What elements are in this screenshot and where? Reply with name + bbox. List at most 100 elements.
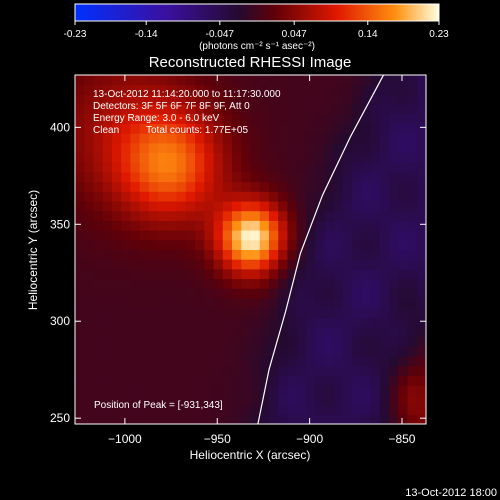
heatmap-cell xyxy=(361,375,372,386)
heatmap-cell xyxy=(148,317,159,328)
heatmap-cell xyxy=(398,404,409,415)
heatmap-cell xyxy=(93,162,104,173)
heatmap-cell xyxy=(259,249,270,260)
heatmap-cell xyxy=(222,181,233,192)
heatmap-cell xyxy=(389,404,399,415)
heatmap-cell xyxy=(139,171,150,183)
heatmap-cell xyxy=(102,84,113,95)
heatmap-cell xyxy=(176,375,187,386)
heatmap-cell xyxy=(158,317,168,328)
heatmap-cell xyxy=(241,404,251,415)
heatmap-cell xyxy=(296,259,307,270)
heatmap-cell xyxy=(158,75,168,86)
heatmap-cell xyxy=(121,394,131,406)
heatmap-cell xyxy=(111,162,122,173)
heatmap-cell xyxy=(333,133,344,144)
heatmap-cell xyxy=(148,404,159,415)
heatmap-cell xyxy=(130,346,141,357)
heatmap-cell xyxy=(379,239,390,250)
heatmap-cell xyxy=(259,404,270,415)
heatmap-cell xyxy=(241,181,251,192)
heatmap-cell xyxy=(102,191,113,202)
heatmap-cell xyxy=(352,84,362,95)
heatmap-cell xyxy=(93,404,104,415)
heatmap-cell xyxy=(130,278,141,289)
heatmap-cell xyxy=(148,162,159,173)
heatmap-cell xyxy=(268,278,279,289)
heatmap-cell xyxy=(222,404,233,415)
heatmap-cell xyxy=(407,375,418,386)
heatmap-cell xyxy=(305,288,316,299)
heatmap-cell xyxy=(102,307,113,318)
heatmap-cell xyxy=(213,162,224,173)
heatmap-cell xyxy=(139,75,150,86)
heatmap-cell xyxy=(139,278,150,289)
heatmap-cell xyxy=(222,249,233,260)
heatmap-cell xyxy=(315,249,325,260)
heatmap-cell xyxy=(195,239,205,250)
heatmap-cell xyxy=(130,230,141,241)
heatmap-cell xyxy=(315,375,325,386)
heatmap-cell xyxy=(241,375,251,386)
heatmap-cell xyxy=(102,230,113,241)
heatmap-cell xyxy=(139,104,150,115)
heatmap-cell xyxy=(315,94,325,105)
heatmap-cell xyxy=(259,394,270,406)
heatmap-cell xyxy=(305,268,316,280)
heatmap-cell xyxy=(111,278,122,289)
heatmap-cell xyxy=(361,133,372,144)
heatmap-cell xyxy=(370,162,381,173)
heatmap-cell xyxy=(361,336,372,347)
heatmap-cell xyxy=(84,356,94,367)
colorbar-tick-label: -0.14 xyxy=(135,29,158,40)
heatmap-cell xyxy=(111,317,122,328)
heatmap-cell xyxy=(407,210,418,221)
heatmap-cell xyxy=(352,356,362,367)
x-axis-label: Heliocentric X (arcsec) xyxy=(190,448,311,462)
heatmap-cell xyxy=(398,104,409,115)
heatmap-cell xyxy=(75,249,85,260)
heatmap-cell xyxy=(84,365,94,377)
heatmap-cell xyxy=(232,162,242,173)
heatmap-cell xyxy=(102,113,113,124)
heatmap-cell xyxy=(287,201,298,212)
colorbar-tick-label: 0.14 xyxy=(358,29,378,40)
heatmap-cell xyxy=(259,230,270,241)
heatmap-cell xyxy=(287,385,298,396)
heatmap-cell xyxy=(416,239,426,250)
heatmap-cell xyxy=(352,307,362,318)
heatmap-cell xyxy=(407,142,418,154)
heatmap-cell xyxy=(222,210,233,221)
heatmap-cell xyxy=(333,239,344,250)
heatmap-cell xyxy=(75,142,85,154)
heatmap-cell xyxy=(232,104,242,115)
heatmap-cell xyxy=(121,220,131,231)
plot-frame xyxy=(74,74,427,425)
heatmap-cell xyxy=(139,346,150,357)
heatmap-cell xyxy=(204,220,215,231)
heatmap-cell xyxy=(102,201,113,212)
heatmap-cell xyxy=(296,385,307,396)
heatmap-cell xyxy=(102,375,113,386)
heatmap-cell xyxy=(93,123,104,134)
heatmap-cell xyxy=(361,239,372,250)
heatmap-cell xyxy=(213,181,224,192)
heatmap-cell xyxy=(342,123,353,134)
heatmap-cell xyxy=(75,239,85,250)
heatmap-cell xyxy=(121,133,131,144)
heatmap-cell xyxy=(287,162,298,173)
heatmap-cell xyxy=(268,75,279,86)
heatmap-cell xyxy=(167,394,178,406)
heatmap-cell xyxy=(176,414,187,424)
heatmap-cell xyxy=(278,152,288,163)
heatmap-cell xyxy=(130,268,141,280)
heatmap-cell xyxy=(121,268,131,280)
heatmap-cell xyxy=(333,220,344,231)
heatmap-cell xyxy=(259,201,270,212)
heatmap-cell xyxy=(315,75,325,86)
heatmap-cell xyxy=(315,239,325,250)
heatmap-cell xyxy=(75,113,85,124)
heatmap-cell xyxy=(121,365,131,377)
heatmap-cell xyxy=(102,317,113,328)
heatmap-cell xyxy=(278,249,288,260)
